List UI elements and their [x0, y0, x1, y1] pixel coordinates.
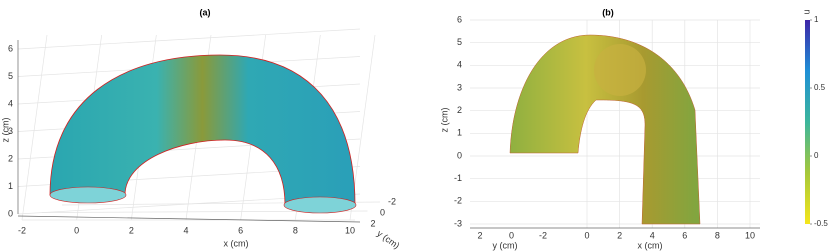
x-tick-label: 8: [293, 225, 298, 235]
z-axis-label: z (cm): [439, 108, 449, 133]
z-tick-label: 1: [457, 128, 462, 138]
z-axis-label: z (cm): [0, 118, 10, 143]
z-tick-label: 3: [457, 82, 462, 92]
z-tick-label: -3: [454, 218, 462, 228]
x-tick-label: 6: [238, 225, 243, 235]
z-tick-label: 5: [457, 37, 462, 47]
x-tick-label: 8: [715, 230, 720, 240]
colorbar-tick-label: 0: [814, 151, 819, 160]
grid-line: [21, 34, 48, 221]
x-tick-label: 2: [129, 225, 134, 235]
z-tick-label: -2: [454, 196, 462, 206]
y-tick-label: 0: [509, 230, 514, 240]
y-tick-label: 2: [370, 218, 375, 228]
x-axis-label: x (cm): [224, 238, 249, 248]
x-tick-label: -2: [18, 225, 26, 235]
z-tick-label: 0: [457, 150, 462, 160]
z-tick-label: 4: [457, 60, 462, 70]
y-tick-label: 0: [380, 207, 385, 217]
z-tick-label: 2: [457, 105, 462, 115]
pipe-bulge: [594, 44, 646, 96]
x-tick-label: 10: [745, 230, 755, 240]
z-tick-label: 1: [8, 181, 13, 191]
y-tick-label: -2: [388, 196, 396, 206]
x-tick-label: 0: [584, 230, 589, 240]
x-tick-label: 10: [345, 225, 355, 235]
grid-line: [17, 28, 361, 50]
x-tick-label: 0: [74, 225, 79, 235]
z-tick-label: 6: [457, 14, 462, 24]
x-tick-label: 4: [183, 225, 188, 235]
z-tick-label: 0: [8, 208, 13, 218]
colorbar: [805, 20, 810, 224]
torus-end: [49, 186, 127, 204]
colorbar-tick-label: 0.5: [814, 83, 826, 92]
z-tick-label: 3: [8, 126, 13, 136]
x-tick-label: 6: [682, 230, 687, 240]
z-tick-label: 6: [8, 43, 13, 53]
torus-end: [283, 196, 357, 214]
torus-surface: [49, 54, 356, 206]
panel-title: (b): [602, 7, 614, 17]
z-tick-label: 2: [8, 153, 13, 163]
y-tick-label: 2: [477, 230, 482, 240]
x-tick-label: 4: [650, 230, 655, 240]
y-tick-label: -2: [539, 230, 547, 240]
z-tick-label: -1: [454, 173, 462, 183]
y-axis-label: y (cm): [493, 240, 518, 250]
colorbar-tick-label: -0.5: [814, 219, 828, 228]
x-tick-label: 2: [617, 230, 622, 240]
x-axis-label: x (cm): [638, 240, 663, 250]
colorbar-label: u: [801, 9, 811, 14]
z-tick-label: 5: [8, 71, 13, 81]
z-tick-label: 4: [8, 98, 13, 108]
colorbar-tick-label: 1: [814, 15, 819, 24]
y-axis-label: y (cm): [375, 228, 401, 251]
panel-title: (a): [200, 7, 211, 17]
axis-line: [17, 215, 361, 223]
pipe-surface: [509, 34, 701, 225]
